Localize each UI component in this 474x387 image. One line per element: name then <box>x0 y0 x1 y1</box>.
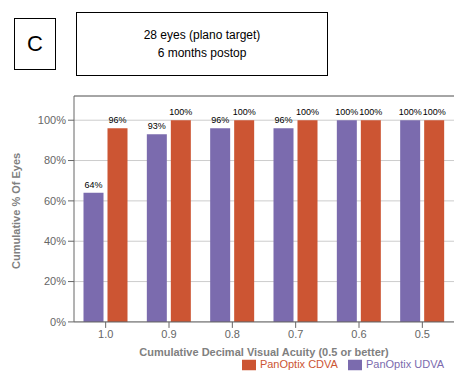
svg-text:64%: 64% <box>84 180 102 190</box>
svg-text:Cumulative Decimal Visual Acui: Cumulative Decimal Visual Acuity (0.5 or… <box>139 346 389 358</box>
svg-text:60%: 60% <box>44 195 66 207</box>
svg-text:100%: 100% <box>169 107 192 117</box>
html-text:6 months postop: 6 months postop <box>157 46 247 60</box>
svg-text:100%: 100% <box>233 107 256 117</box>
svg-text:Cumulative % Of Eyes: Cumulative % Of Eyes <box>10 153 22 269</box>
html-text:PanOptix UDVA: PanOptix UDVA <box>365 357 444 370</box>
svg-text:100%: 100% <box>38 114 66 126</box>
svg-text:100%: 100% <box>399 107 422 117</box>
svg-text:100%: 100% <box>335 107 358 117</box>
svg-text:100%: 100% <box>423 107 446 117</box>
svg-text:0%: 0% <box>50 316 66 328</box>
svg-text:40%: 40% <box>44 235 66 247</box>
svg-text:20%: 20% <box>44 275 66 287</box>
svg-text:80%: 80% <box>44 154 66 166</box>
svg-text:0.8: 0.8 <box>225 328 240 340</box>
svg-text:1.0: 1.0 <box>98 328 113 340</box>
svg-text:0.5: 0.5 <box>415 328 430 340</box>
svg-text:96%: 96% <box>108 115 126 125</box>
svg-text:96%: 96% <box>274 115 292 125</box>
svg-text:96%: 96% <box>211 115 229 125</box>
svg-text:0.6: 0.6 <box>351 328 366 340</box>
html-text:28 eyes (plano target): 28 eyes (plano target) <box>143 28 261 42</box>
svg-text:93%: 93% <box>148 121 166 131</box>
svg-text:0.7: 0.7 <box>288 328 303 340</box>
html-text:PanOptix CDVA: PanOptix CDVA <box>259 357 338 370</box>
svg-text:0.9: 0.9 <box>161 328 176 340</box>
svg-text:100%: 100% <box>296 107 319 117</box>
html-text:C: C <box>27 31 43 56</box>
svg-text:100%: 100% <box>359 107 382 117</box>
